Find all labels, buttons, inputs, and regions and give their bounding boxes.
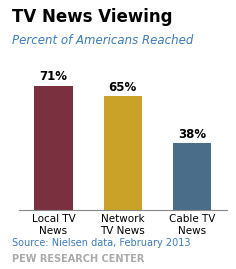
Text: Source: Nielsen data, February 2013: Source: Nielsen data, February 2013 [12,238,190,248]
Bar [104,96,142,210]
Text: 71%: 71% [39,70,67,83]
Text: 65%: 65% [109,80,137,94]
Bar [173,143,211,210]
Text: PEW RESEARCH CENTER: PEW RESEARCH CENTER [12,254,144,264]
Bar [34,86,72,210]
Text: TV News Viewing: TV News Viewing [12,8,172,26]
Text: Percent of Americans Reached: Percent of Americans Reached [12,34,193,47]
Text: 38%: 38% [178,128,206,141]
